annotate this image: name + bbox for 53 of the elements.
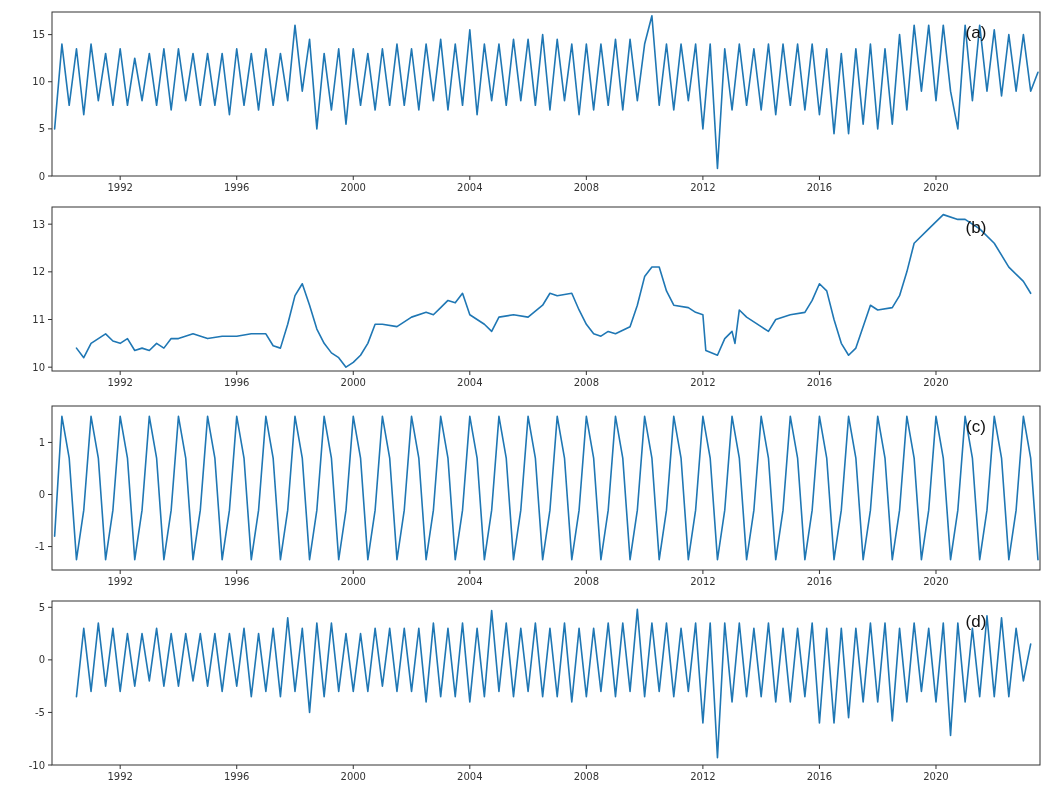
y-tick-label: 5 (38, 601, 45, 613)
line-series (53, 415, 1039, 561)
x-tick-label: 1992 (107, 182, 133, 193)
x-tick-label: 2020 (923, 576, 949, 587)
x-tick-label: 1996 (224, 182, 250, 193)
line-series (53, 14, 1039, 170)
x-tick-label: 2012 (690, 377, 716, 388)
y-tick-label: -5 (35, 706, 45, 718)
y-tick-label: -1 (35, 541, 45, 553)
x-tick-label: 2020 (923, 377, 949, 388)
y-tick-label: 10 (32, 361, 45, 373)
x-tick-label: 2004 (457, 377, 483, 388)
x-tick-label: 1996 (224, 576, 250, 587)
x-tick-label: 2020 (923, 182, 949, 193)
x-tick-label: 1992 (107, 576, 133, 587)
x-tick-label: 2016 (806, 377, 833, 388)
y-tick-label: 10 (32, 76, 45, 88)
y-tick-label: 15 (32, 29, 45, 41)
x-tick-label: 2008 (573, 182, 600, 193)
x-tick-label: 2012 (690, 182, 716, 193)
x-tick-label: 2000 (340, 182, 366, 193)
x-tick-label: 2000 (340, 377, 366, 388)
annotation: (d) (965, 612, 987, 631)
x-tick-label: 2004 (457, 576, 483, 587)
x-tick-label: 2012 (690, 576, 716, 587)
x-tick-label: 2000 (340, 576, 366, 587)
annotation: (c) (966, 417, 986, 436)
x-tick-label: 2016 (806, 771, 833, 782)
x-tick-label: 2008 (573, 771, 600, 782)
y-tick-label: 11 (32, 314, 45, 326)
x-tick-label: 1996 (224, 377, 250, 388)
y-tick-label: 0 (38, 489, 45, 501)
x-tick-label: 1996 (224, 771, 250, 782)
x-tick-label: 2008 (573, 576, 600, 587)
x-tick-label: 1992 (107, 771, 133, 782)
x-tick-label: 2000 (340, 771, 366, 782)
x-tick-label: 2004 (457, 771, 483, 782)
y-tick-label: 5 (38, 123, 45, 135)
x-tick-label: 2016 (806, 576, 833, 587)
x-tick-label: 2008 (573, 377, 600, 388)
x-tick-label: 2020 (923, 771, 949, 782)
y-tick-label: 0 (38, 170, 45, 182)
y-tick-label: -10 (28, 759, 45, 771)
line-series (75, 608, 1032, 759)
line-series (75, 213, 1032, 368)
x-tick-label: 2016 (806, 182, 833, 193)
y-tick-label: 0 (38, 654, 45, 666)
x-tick-label: 1992 (107, 377, 133, 388)
y-tick-label: 12 (32, 266, 45, 278)
x-tick-label: 2004 (457, 182, 483, 193)
y-tick-label: 13 (32, 218, 45, 230)
y-tick-label: 1 (38, 436, 45, 448)
x-tick-label: 2012 (690, 771, 716, 782)
